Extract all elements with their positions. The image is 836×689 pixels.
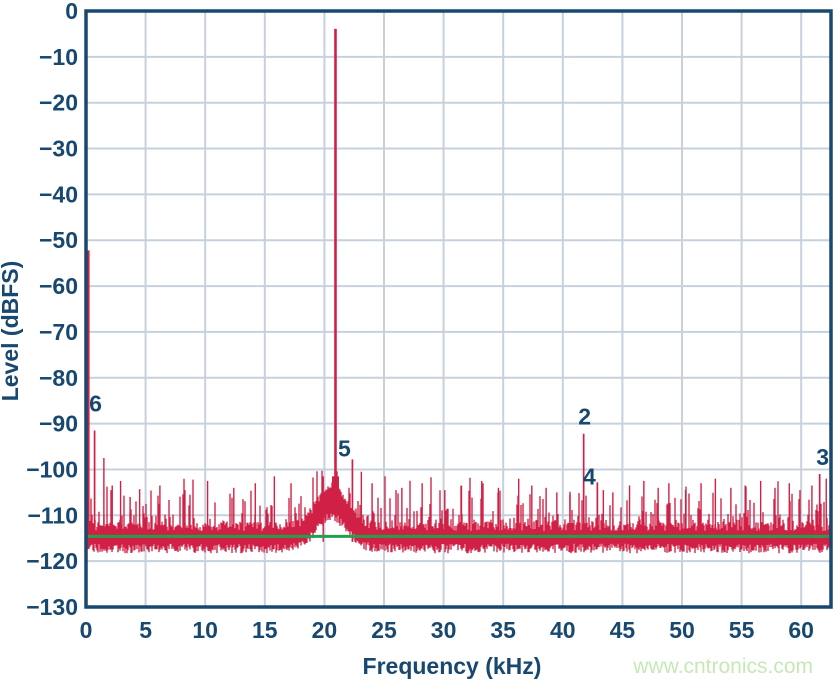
y-tick-label: −70 bbox=[39, 319, 78, 345]
y-tick-label: −120 bbox=[26, 548, 78, 574]
harmonic-number-labels: 2 3 4 5 6 bbox=[89, 390, 829, 489]
y-tick-label: −100 bbox=[26, 456, 78, 482]
x-axis-title: Frequency (kHz) bbox=[363, 653, 542, 679]
y-tick-label: 0 bbox=[65, 0, 78, 24]
harmonic-label-3: 3 bbox=[816, 444, 829, 470]
x-tick-label: 25 bbox=[371, 617, 397, 643]
y-tick-label: −30 bbox=[39, 136, 78, 162]
noise-trace bbox=[86, 470, 831, 554]
x-tick-label: 35 bbox=[490, 617, 516, 643]
x-tick-label: 60 bbox=[788, 617, 814, 643]
plot-border bbox=[84, 9, 833, 609]
plot-border-rect bbox=[84, 9, 833, 609]
y-tick-label: −20 bbox=[39, 90, 78, 116]
y-tick-label: −90 bbox=[39, 411, 78, 437]
harmonic-label-5: 5 bbox=[338, 435, 351, 461]
x-tick-label: 30 bbox=[431, 617, 457, 643]
x-tick-label: 50 bbox=[669, 617, 695, 643]
x-tick-label: 10 bbox=[192, 617, 218, 643]
x-tick-label: 45 bbox=[610, 617, 636, 643]
y-tick-label: −130 bbox=[26, 594, 78, 620]
y-tick-label: −50 bbox=[39, 227, 78, 253]
x-tick-label: 5 bbox=[139, 617, 152, 643]
spur-spikes bbox=[103, 458, 827, 542]
harmonic-label-2: 2 bbox=[578, 404, 591, 430]
y-tick-label: −80 bbox=[39, 365, 78, 391]
x-tick-label: 15 bbox=[252, 617, 278, 643]
y-tick-label: −60 bbox=[39, 273, 78, 299]
y-tick-label: −40 bbox=[39, 181, 78, 207]
noise-band-path bbox=[86, 470, 831, 554]
y-tick-label: −10 bbox=[39, 44, 78, 70]
harmonic-label-4: 4 bbox=[583, 463, 596, 489]
x-tick-label: 20 bbox=[312, 617, 338, 643]
plot-grid bbox=[86, 11, 831, 607]
x-axis-tick-labels: 0 5 10 15 20 25 30 35 40 45 50 55 60 bbox=[80, 617, 814, 643]
x-tick-label: 40 bbox=[550, 617, 576, 643]
y-axis-tick-labels: 0 −10 −20 −30 −40 −50 −60 −70 −80 −90 −100 −110 −120… bbox=[26, 0, 78, 620]
harmonic-spikes bbox=[93, 430, 821, 542]
x-tick-label: 55 bbox=[729, 617, 755, 643]
y-tick-label: −110 bbox=[27, 502, 78, 528]
y-axis-title: Level (dBFS) bbox=[0, 261, 23, 402]
watermark-text: www.cntronics.com bbox=[632, 655, 813, 678]
harmonic-label-6: 6 bbox=[89, 390, 102, 416]
x-tick-label: 0 bbox=[80, 617, 93, 643]
